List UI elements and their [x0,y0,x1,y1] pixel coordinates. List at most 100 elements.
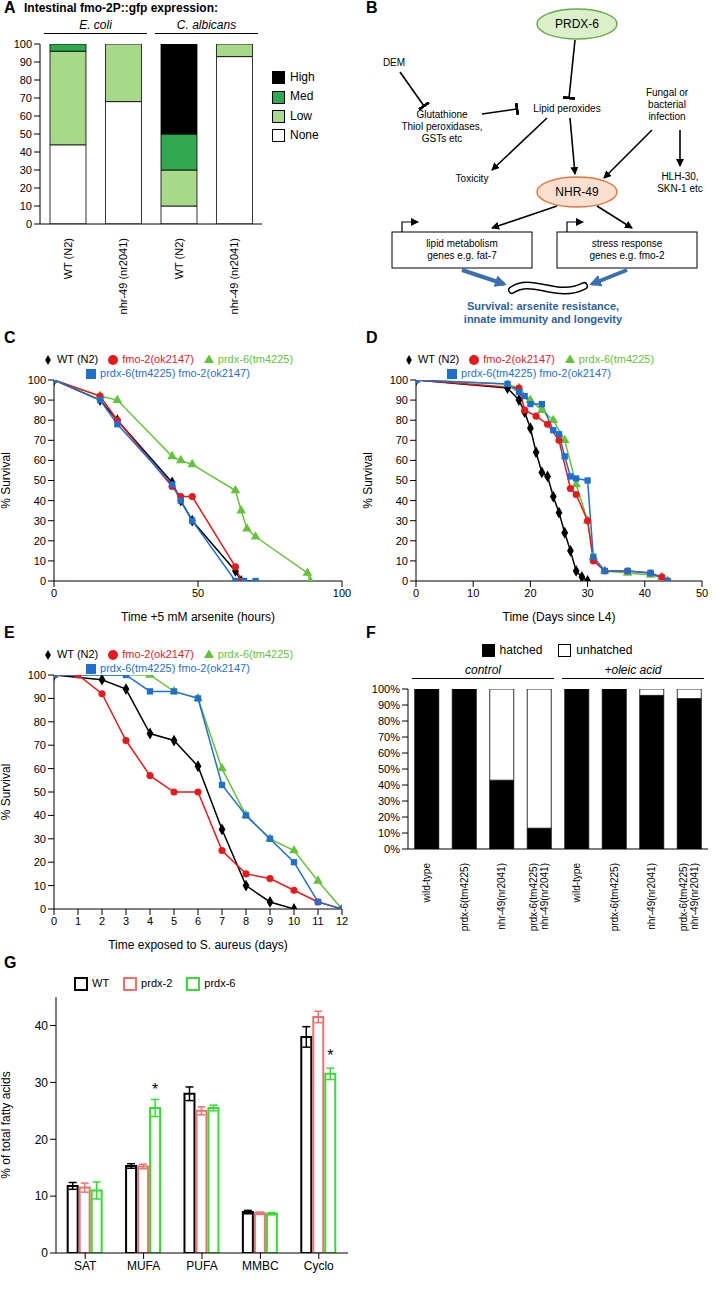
svg-text:40: 40 [34,495,46,507]
svg-text:40: 40 [20,146,32,158]
svg-text:10: 10 [288,915,300,927]
svg-text:10: 10 [467,587,479,599]
svg-text:50: 50 [34,474,46,486]
svg-text:3: 3 [123,915,129,927]
svg-text:GlutathioneThiol peroxidases,G: GlutathioneThiol peroxidases,GSTs etc [401,109,482,144]
svg-text:0: 0 [51,587,57,599]
svg-text:12: 12 [336,915,348,927]
svg-text:% Survival: % Survival [0,764,13,821]
svg-text:30: 30 [35,1076,49,1090]
svg-text:30: 30 [34,515,46,527]
svg-text:Cyclo: Cyclo [304,1259,334,1273]
svg-text:lipid metabolismgenes e.g. fat: lipid metabolismgenes e.g. fat-7 [426,238,498,261]
svg-text:0: 0 [26,218,32,230]
svg-text:20%: 20% [378,811,400,823]
svg-text:DEM: DEM [383,57,405,68]
svg-text:NHR-49: NHR-49 [555,185,599,199]
svg-text:70: 70 [34,434,46,446]
svg-text:0: 0 [402,575,408,587]
svg-text:30: 30 [396,515,408,527]
svg-text:10: 10 [34,880,46,892]
svg-text:50: 50 [192,587,204,599]
svg-text:5: 5 [171,915,177,927]
svg-text:100: 100 [390,374,408,386]
svg-text:10: 10 [20,200,32,212]
svg-text:Survival: arsenite resistance,: Survival: arsenite resistance,innate imm… [464,300,623,325]
svg-text:PUFA: PUFA [186,1259,217,1273]
svg-text:wild-type: wild-type [421,863,432,904]
svg-text:70: 70 [20,92,32,104]
svg-text:40%: 40% [378,779,400,791]
svg-text:10: 10 [35,1189,49,1203]
svg-text:30%: 30% [378,795,400,807]
svg-text:Time +5 mM arsenite (hours): Time +5 mM arsenite (hours) [121,610,275,624]
svg-text:70: 70 [396,434,408,446]
svg-text:MUFA: MUFA [127,1259,160,1273]
svg-text:40: 40 [639,587,651,599]
svg-text:80: 80 [396,414,408,426]
svg-text:Toxicity: Toxicity [456,173,489,184]
svg-text:40: 40 [35,1019,49,1033]
svg-text:40: 40 [34,809,46,821]
svg-text:10: 10 [34,555,46,567]
svg-text:80: 80 [34,716,46,728]
svg-text:90: 90 [34,394,46,406]
svg-text:*: * [152,1081,158,1098]
svg-text:prdx-6(tm4225): prdx-6(tm4225) [609,863,620,931]
svg-text:0: 0 [51,915,57,927]
svg-text:Time (Days since L4): Time (Days since L4) [503,610,616,624]
svg-text:4: 4 [147,915,153,927]
svg-text:90%: 90% [378,699,400,711]
svg-text:60: 60 [34,454,46,466]
svg-text:100: 100 [28,374,46,386]
svg-text:0: 0 [40,575,46,587]
svg-text:80%: 80% [378,715,400,727]
svg-text:Time exposed to S. aureus (day: Time exposed to S. aureus (days) [108,938,288,952]
svg-text:20: 20 [34,535,46,547]
svg-text:50: 50 [396,474,408,486]
svg-text:20: 20 [396,535,408,547]
svg-text:100: 100 [333,587,351,599]
svg-text:30: 30 [34,833,46,845]
svg-text:0: 0 [41,1246,48,1260]
svg-text:WT (N2): WT (N2) [62,238,74,279]
svg-text:prdx-6(tm4225): prdx-6(tm4225) [459,863,470,931]
svg-text:100: 100 [28,669,46,681]
svg-text:MMBC: MMBC [242,1259,279,1273]
svg-text:7: 7 [219,915,225,927]
svg-text:0%: 0% [384,843,400,855]
svg-text:50: 50 [696,587,708,599]
svg-text:20: 20 [20,182,32,194]
svg-text:nhr-49 (nr2041): nhr-49 (nr2041) [117,238,129,314]
svg-text:% of total fatty acids: % of total fatty acids [0,1071,13,1178]
svg-text:*: * [327,1047,333,1064]
svg-text:60%: 60% [378,747,400,759]
svg-text:70: 70 [34,739,46,751]
svg-text:30: 30 [581,587,593,599]
svg-text:90: 90 [20,56,32,68]
svg-text:40: 40 [396,495,408,507]
svg-text:Fungal orbacterialinfection: Fungal orbacterialinfection [646,87,689,122]
svg-text:Lipid peroxides: Lipid peroxides [533,103,600,114]
svg-text:100%: 100% [372,683,400,695]
svg-text:% Survival: % Survival [362,452,375,509]
svg-text:WT (N2): WT (N2) [173,238,185,279]
svg-text:80: 80 [20,74,32,86]
svg-text:2: 2 [99,915,105,927]
svg-text:50: 50 [34,786,46,798]
svg-text:20: 20 [34,856,46,868]
svg-text:20: 20 [35,1133,49,1147]
svg-text:6: 6 [195,915,201,927]
svg-text:60: 60 [20,110,32,122]
svg-text:0: 0 [413,587,419,599]
svg-text:9: 9 [267,915,273,927]
svg-text:8: 8 [243,915,249,927]
svg-text:prdx-6(tm4225)nhr-49(nr2041): prdx-6(tm4225)nhr-49(nr2041) [678,863,700,931]
svg-text:% Survival: % Survival [0,452,13,509]
svg-text:11: 11 [312,915,323,927]
svg-text:SAT: SAT [74,1259,97,1273]
svg-text:nhr-49(nr2041): nhr-49(nr2041) [646,863,657,930]
svg-text:50%: 50% [378,763,400,775]
svg-text:wild-type: wild-type [571,863,582,904]
svg-text:60: 60 [396,454,408,466]
